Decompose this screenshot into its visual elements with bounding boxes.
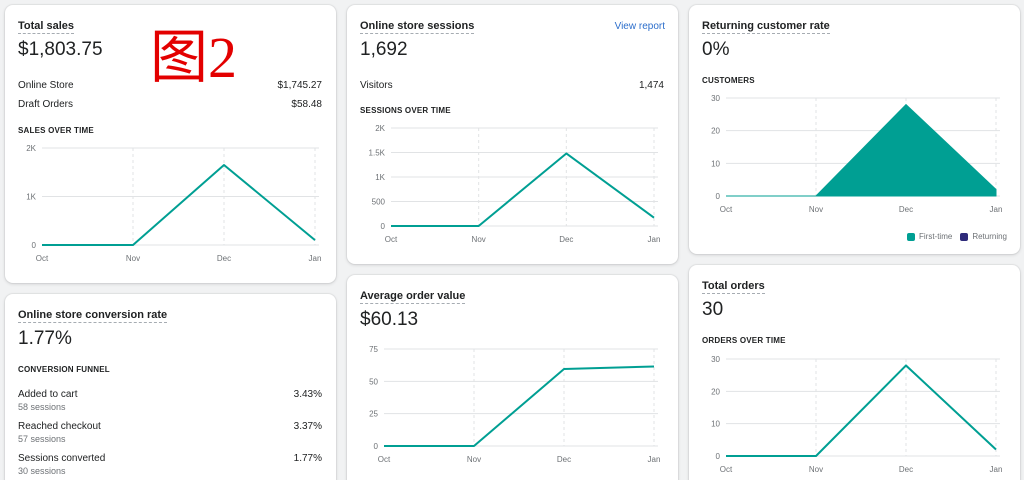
card-title[interactable]: Online store sessions xyxy=(360,20,475,34)
legend-swatch-first-time xyxy=(906,232,915,241)
x-tick-label: Dec xyxy=(899,465,913,474)
total-orders-card: Total orders 30 ORDERS OVER TIME 0 10 20 30… xyxy=(689,265,1020,480)
breakdown-label: Visitors xyxy=(360,80,393,91)
funnel-step-rate: 1.77% xyxy=(293,453,322,464)
returning-rate-card: Returning customer rate 0% CUSTOMERS 0 10… xyxy=(689,5,1020,254)
overlay-annotation: 图2 xyxy=(150,25,238,90)
series-line xyxy=(42,163,316,246)
legend-swatch-returning xyxy=(960,232,969,241)
returning-rate-value: 0% xyxy=(702,39,730,60)
y-tick-label: 0 xyxy=(381,222,386,231)
x-tick-label: Dec xyxy=(557,455,571,464)
conversion-rate-card: Online store conversion rate 1.77% CONVE… xyxy=(5,294,336,480)
sessions-line-chart: 0 500 1K 1.5K 2K Oct Nov Dec Jan xyxy=(369,124,661,244)
x-tick-label: Oct xyxy=(378,455,391,464)
x-tick-label: Jan xyxy=(990,465,1003,474)
funnel-step-sessions: 57 sessions xyxy=(18,434,66,444)
total-sales-card: Total sales $1,803.75 Online Store $1,74… xyxy=(5,5,336,283)
card-title[interactable]: Total sales xyxy=(18,20,75,34)
y-tick-label: 50 xyxy=(369,377,378,386)
card-title[interactable]: Returning customer rate xyxy=(702,20,830,34)
view-report-link[interactable]: View report xyxy=(614,21,665,32)
series-line xyxy=(391,152,655,227)
funnel-step-rate: 3.37% xyxy=(293,421,322,432)
y-tick-label: 0 xyxy=(32,241,37,250)
y-tick-label: 0 xyxy=(716,452,721,461)
x-tick-label: Nov xyxy=(126,254,140,263)
area-series-first-time xyxy=(726,103,997,197)
sales-line-chart: 0 1K 2K Oct Nov Dec Jan xyxy=(26,144,322,263)
y-tick-label: 25 xyxy=(369,410,378,419)
sessions-card: Online store sessions View report 1,692 … xyxy=(347,5,678,264)
x-tick-label: Nov xyxy=(809,465,823,474)
customers-area-chart: 0 10 20 30 Oct Nov Dec Jan xyxy=(711,94,1003,214)
series-line xyxy=(726,364,997,457)
orders-line-chart: 0 10 20 30 Oct Nov Dec Jan xyxy=(711,355,1003,474)
x-tick-label: Jan xyxy=(309,254,322,263)
chart-caption: CUSTOMERS xyxy=(702,76,755,85)
legend-label: First-time xyxy=(918,232,953,241)
breakdown-value: 1,474 xyxy=(638,80,664,91)
y-tick-label: 30 xyxy=(711,355,720,364)
x-tick-label: Oct xyxy=(385,235,398,244)
funnel-step-rate: 3.43% xyxy=(293,389,322,400)
breakdown-label: Online Store xyxy=(18,80,74,91)
card-title[interactable]: Average order value xyxy=(360,290,466,304)
total-orders-value: 30 xyxy=(702,299,724,320)
y-tick-label: 500 xyxy=(372,198,386,207)
aov-card: Average order value $60.13 0 25 50 75 Oct Nov… xyxy=(347,275,678,480)
y-tick-label: 20 xyxy=(711,387,720,396)
y-tick-label: 10 xyxy=(711,420,720,429)
x-tick-label: Oct xyxy=(720,465,733,474)
y-tick-label: 2K xyxy=(26,144,36,153)
total-sales-value: $1,803.75 xyxy=(18,39,103,60)
chart-caption: SESSIONS OVER TIME xyxy=(360,106,451,115)
series-line xyxy=(384,365,655,447)
chart-legend: First-time Returning xyxy=(906,232,1007,241)
x-tick-label: Jan xyxy=(990,205,1003,214)
breakdown-value: $58.48 xyxy=(291,99,322,110)
y-tick-label: 75 xyxy=(369,345,378,354)
aov-value: $60.13 xyxy=(360,309,419,330)
x-tick-label: Nov xyxy=(467,455,481,464)
chart-caption: ORDERS OVER TIME xyxy=(702,336,786,345)
x-tick-label: Oct xyxy=(720,205,733,214)
card-title[interactable]: Total orders xyxy=(702,280,765,294)
y-tick-label: 1.5K xyxy=(369,149,386,158)
chart-caption: SALES OVER TIME xyxy=(18,126,94,135)
y-tick-label: 0 xyxy=(716,192,721,201)
funnel-step-label: Sessions converted xyxy=(18,453,106,464)
y-tick-label: 2K xyxy=(375,124,385,133)
x-tick-label: Oct xyxy=(36,254,49,263)
legend-label: Returning xyxy=(972,232,1007,241)
x-tick-label: Nov xyxy=(472,235,486,244)
x-tick-label: Jan xyxy=(648,455,661,464)
breakdown-label: Draft Orders xyxy=(18,99,74,110)
y-tick-label: 10 xyxy=(711,159,720,168)
card-title[interactable]: Online store conversion rate xyxy=(18,309,168,323)
y-tick-label: 0 xyxy=(374,442,379,451)
funnel-step-sessions: 30 sessions xyxy=(18,466,66,476)
x-tick-label: Dec xyxy=(559,235,573,244)
x-tick-label: Dec xyxy=(899,205,913,214)
sessions-value: 1,692 xyxy=(360,39,408,60)
y-tick-label: 1K xyxy=(375,173,385,182)
funnel-caption: CONVERSION FUNNEL xyxy=(18,365,110,374)
x-tick-label: Jan xyxy=(648,235,661,244)
funnel-step-label: Reached checkout xyxy=(18,421,101,432)
funnel-step-label: Added to cart xyxy=(18,389,78,400)
conversion-rate-value: 1.77% xyxy=(18,328,72,349)
y-tick-label: 30 xyxy=(711,94,720,103)
x-tick-label: Nov xyxy=(809,205,823,214)
aov-line-chart: 0 25 50 75 Oct Nov Dec Jan xyxy=(369,345,661,464)
y-tick-label: 1K xyxy=(26,193,36,202)
funnel-step-sessions: 58 sessions xyxy=(18,402,66,412)
y-tick-label: 20 xyxy=(711,127,720,136)
breakdown-value: $1,745.27 xyxy=(277,80,323,91)
x-tick-label: Dec xyxy=(217,254,231,263)
